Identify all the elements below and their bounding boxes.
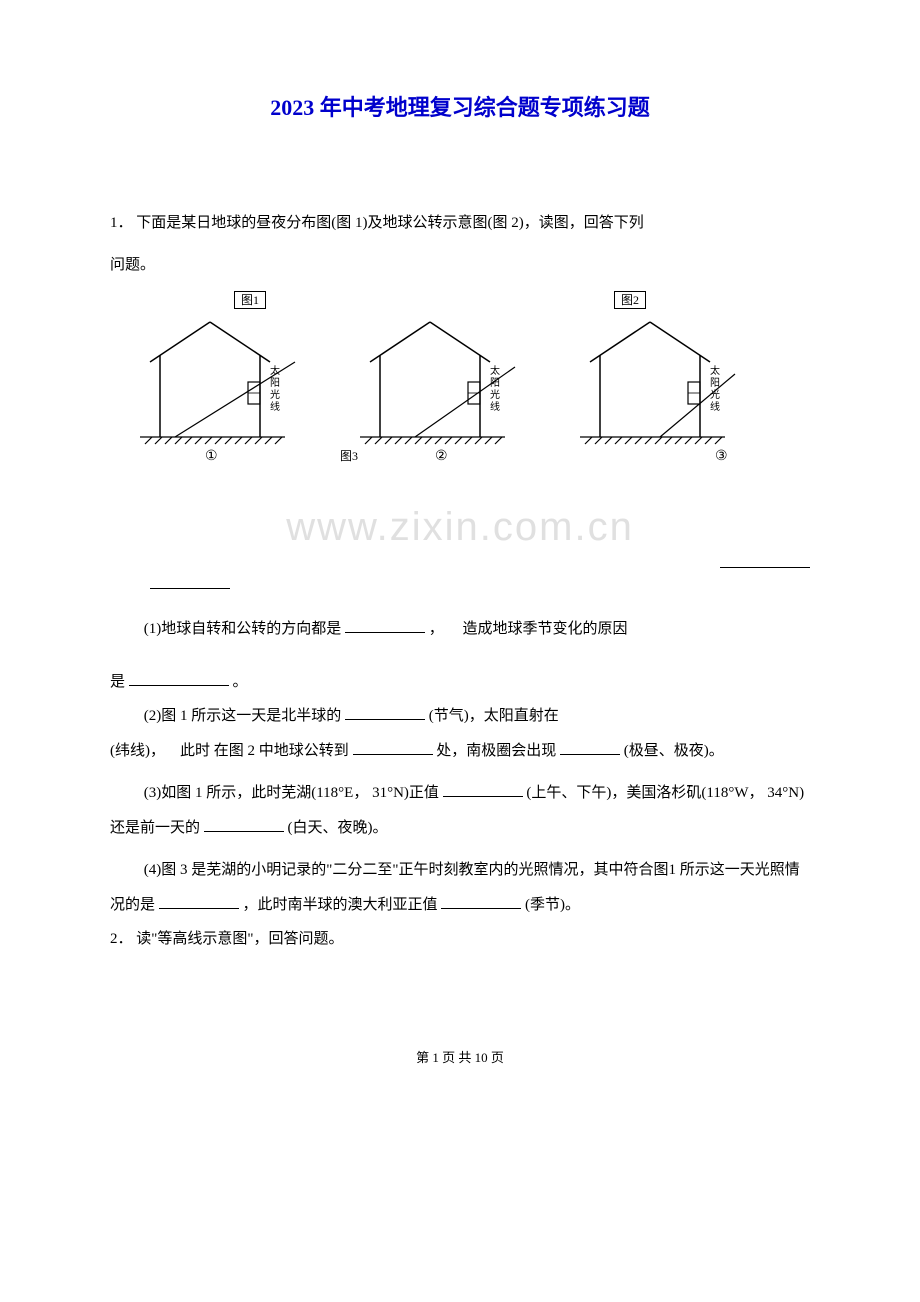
q1-sub1-c: 造成地球季节变化的原因: [463, 621, 628, 637]
q1-sub1: (1)地球自转和公转的方向都是 ， 造成地球季节变化的原因: [110, 612, 810, 647]
blank-2b: [353, 740, 433, 755]
svg-text:阳: 阳: [710, 377, 720, 389]
blank-4a: [159, 894, 239, 909]
svg-text:线: 线: [270, 400, 280, 413]
q1-sub4-b: ，此时南半球的澳大利亚正值: [243, 897, 442, 913]
q1-sub2-f: (极昼、极夜)。: [624, 743, 724, 759]
blank-2c: [560, 740, 620, 755]
q1-sub2-e: 处，南极圈会出现: [436, 743, 556, 759]
q1-sub2-line2: (纬线)， 此时 在图 2 中地球公转到 处，南极圈会出现 (极昼、极夜)。: [110, 734, 810, 769]
q2-text: 读"等高线示意图"，回答问题。: [136, 931, 343, 947]
q2-prefix: 2．: [110, 931, 133, 947]
content: 2023 年中考地理复习综合题专项练习题 1． 下面是某日地球的昼夜分布图(图 …: [110, 90, 810, 1066]
q1-intro-b: 问题。: [110, 244, 810, 286]
house-diagram-1: 太 阳 光 线 ①: [120, 312, 320, 462]
svg-text:光: 光: [490, 388, 500, 401]
q1-sub2: (2)图 1 所示这一天是北半球的 (节气)，太阳直射在: [110, 699, 810, 734]
q1-sub1-a: (1)地球自转和公转的方向都是: [144, 621, 342, 637]
blank-1a: [345, 618, 425, 633]
blank-line-left: [150, 573, 230, 589]
svg-text:阳: 阳: [490, 377, 500, 389]
blank-line-top: [720, 552, 810, 568]
svg-text:①: ①: [205, 449, 218, 462]
svg-text:③: ③: [715, 449, 728, 462]
svg-text:线: 线: [490, 400, 500, 413]
fig2-label: 图2: [614, 291, 646, 309]
q1-sub3-c: (白天、夜晚)。: [288, 820, 388, 836]
svg-text:光: 光: [710, 388, 720, 401]
house-diagrams: 太 阳 光 线 ①: [120, 312, 760, 462]
q1-sub1-e: 。: [233, 674, 248, 690]
svg-text:太: 太: [490, 364, 500, 377]
blank-4b: [441, 894, 521, 909]
q1-sub1-line2: 是 。: [110, 665, 810, 700]
question-2: 2． 读"等高线示意图"，回答问题。: [110, 922, 810, 957]
q1-sub3: (3)如图 1 所示，此时芜湖(118°E， 31°N)正值 (上午、下午)，美…: [110, 776, 810, 845]
fig3-label-inline: 图3: [340, 449, 358, 462]
page-title: 2023 年中考地理复习综合题专项练习题: [110, 90, 810, 122]
q1-sub4: (4)图 3 是芜湖的小明记录的"二分二至"正午时刻教室内的光照情况，其中符合图…: [110, 853, 810, 922]
q1-sub1-b: ，: [429, 621, 444, 637]
svg-text:②: ②: [435, 449, 448, 462]
svg-text:线: 线: [710, 400, 720, 413]
q1-sub4-c: (季节)。: [525, 897, 580, 913]
svg-text:阳: 阳: [270, 377, 280, 389]
q1-intro-a: 下面是某日地球的昼夜分布图(图 1)及地球公转示意图(图 2)，读图，回答下列: [136, 215, 643, 231]
figure-container: 图1 图2 太 阳 光 线: [110, 291, 810, 462]
house-diagram-2: 太 阳 光 线 图3 ②: [340, 312, 540, 462]
q1-sub2-b: (节气)，太阳直射在: [429, 708, 559, 724]
svg-text:光: 光: [270, 388, 280, 401]
q1-sub2-d: 此时 在图 2 中地球公转到: [180, 743, 349, 759]
question-1: 1． 下面是某日地球的昼夜分布图(图 1)及地球公转示意图(图 2)，读图，回答…: [110, 202, 810, 244]
blank-2a: [345, 705, 425, 720]
q1-sub2-a: (2)图 1 所示这一天是北半球的: [144, 708, 342, 724]
q1-sub2-c: (纬线)，: [110, 743, 165, 759]
q1-prefix: 1．: [110, 215, 133, 231]
q1-sub3-a: (3)如图 1 所示，此时芜湖(118°E， 31°N)正值: [144, 785, 439, 801]
q1-sub1-d: 是: [110, 674, 125, 690]
blank-1b: [129, 671, 229, 686]
blank-3a: [443, 782, 523, 797]
blank-3b: [204, 817, 284, 832]
svg-text:太: 太: [270, 364, 280, 377]
page-footer: 第 1 页 共 10 页: [110, 1047, 810, 1066]
house-diagram-3: 太 阳 光 线 ③: [560, 312, 760, 462]
fig1-label: 图1: [234, 291, 266, 309]
svg-text:太: 太: [710, 364, 720, 377]
